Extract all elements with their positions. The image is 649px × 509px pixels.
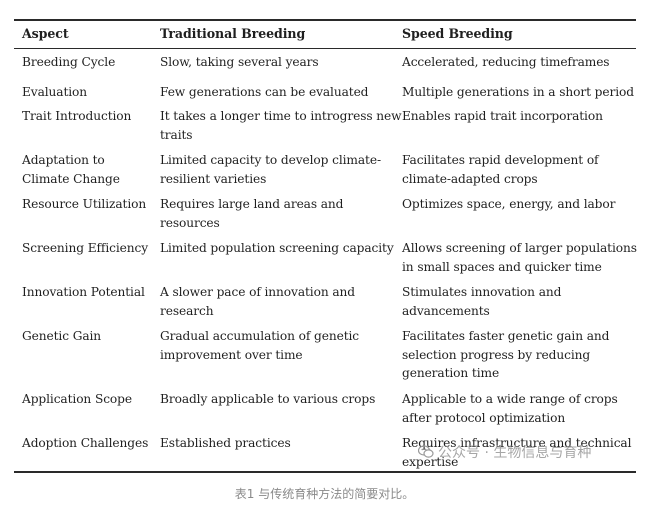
cell-speed: after protocol optimization xyxy=(402,410,566,425)
cell-speed: generation time xyxy=(402,366,500,380)
cell-traditional: traits xyxy=(160,127,193,142)
cell-speed: Facilitates rapid development of xyxy=(402,153,599,167)
watermark-text: 公众号 · 生物信息与育种 xyxy=(438,445,592,461)
cell-aspect: Resource Utilization xyxy=(22,197,147,211)
cell-speed: expertise xyxy=(402,454,459,469)
cell-traditional: Few generations can be evaluated xyxy=(160,85,369,99)
cell-speed: Accelerated, reducing timeframes xyxy=(402,55,610,69)
header-traditional: Traditional Breeding xyxy=(160,26,306,41)
table-caption: 表1 与传统育种方法的简要对比。 xyxy=(234,487,415,501)
table-top-rule xyxy=(14,19,636,21)
cell-aspect: Screening Efficiency xyxy=(22,241,149,255)
cell-traditional: A slower pace of innovation and xyxy=(160,285,355,299)
cell-traditional: resources xyxy=(160,215,220,230)
cell-traditional: Limited population screening capacity xyxy=(160,241,394,255)
cell-speed: Applicable to a wide range of crops xyxy=(402,392,618,406)
cell-traditional: Requires large land areas and xyxy=(160,197,344,211)
cell-speed: advancements xyxy=(402,303,490,318)
cell-traditional: It takes a longer time to introgress new xyxy=(160,109,402,123)
cell-traditional: improvement over time xyxy=(160,347,303,362)
cell-aspect: Breeding Cycle xyxy=(22,55,116,69)
cell-speed: Optimizes space, energy, and labor xyxy=(402,197,616,211)
cell-aspect: Trait Introduction xyxy=(22,109,132,123)
cell-aspect: Application Scope xyxy=(22,392,132,406)
cell-speed: in small spaces and quicker time xyxy=(402,259,602,274)
header-speed: Speed Breeding xyxy=(402,26,513,41)
cell-traditional: Limited capacity to develop climate- xyxy=(160,153,381,167)
wechat-icon xyxy=(417,445,434,459)
cell-speed: Requires infrastructure and technical xyxy=(402,436,632,450)
table-bottom-rule xyxy=(14,471,636,473)
cell-speed: selection progress by reducing xyxy=(402,347,591,362)
cell-speed: Multiple generations in a short period xyxy=(402,85,634,99)
cell-aspect: Innovation Potential xyxy=(22,285,145,299)
table-header-rule xyxy=(14,48,636,49)
cell-aspect: Adaptation to xyxy=(22,153,105,167)
cell-speed: Facilitates faster genetic gain and xyxy=(402,329,610,343)
cell-speed: Stimulates innovation and xyxy=(402,285,562,299)
cell-speed: Enables rapid trait incorporation xyxy=(402,109,603,123)
cell-traditional: Established practices xyxy=(160,436,291,450)
header-aspect: Aspect xyxy=(22,26,69,41)
cell-aspect: Genetic Gain xyxy=(22,329,102,343)
cell-traditional: research xyxy=(160,303,214,318)
cell-speed: climate-adapted crops xyxy=(402,171,538,186)
cell-speed: Allows screening of larger populations xyxy=(402,241,637,255)
cell-aspect: Adoption Challenges xyxy=(22,436,149,450)
cell-traditional: Broadly applicable to various crops xyxy=(160,392,376,406)
cell-traditional: Slow, taking several years xyxy=(160,55,319,69)
watermark: 公众号 · 生物信息与育种 xyxy=(417,442,592,462)
cell-aspect: Evaluation xyxy=(22,85,88,99)
cell-traditional: Gradual accumulation of genetic xyxy=(160,329,360,343)
cell-aspect: Climate Change xyxy=(22,171,120,186)
cell-traditional: resilient varieties xyxy=(160,171,267,186)
